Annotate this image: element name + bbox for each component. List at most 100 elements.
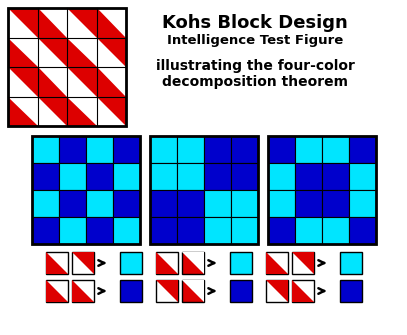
- Polygon shape: [59, 217, 85, 244]
- Polygon shape: [8, 8, 37, 38]
- Polygon shape: [8, 67, 37, 96]
- Polygon shape: [31, 217, 59, 244]
- Polygon shape: [46, 280, 68, 302]
- Polygon shape: [230, 217, 258, 244]
- Polygon shape: [177, 217, 204, 244]
- Polygon shape: [204, 163, 230, 190]
- Polygon shape: [291, 280, 313, 302]
- Polygon shape: [149, 163, 177, 190]
- Polygon shape: [96, 38, 126, 67]
- Polygon shape: [149, 217, 177, 244]
- Polygon shape: [322, 190, 348, 217]
- Polygon shape: [8, 67, 37, 96]
- Polygon shape: [46, 252, 68, 274]
- Polygon shape: [67, 8, 96, 38]
- Polygon shape: [112, 190, 140, 217]
- Polygon shape: [295, 163, 322, 190]
- Polygon shape: [37, 96, 67, 126]
- Polygon shape: [322, 136, 348, 163]
- Polygon shape: [322, 163, 348, 190]
- Polygon shape: [8, 38, 37, 67]
- Polygon shape: [8, 96, 37, 126]
- Polygon shape: [348, 136, 376, 163]
- Polygon shape: [182, 252, 204, 274]
- Polygon shape: [96, 8, 126, 38]
- Polygon shape: [96, 38, 126, 67]
- Polygon shape: [112, 136, 140, 163]
- Polygon shape: [59, 163, 85, 190]
- Polygon shape: [96, 67, 126, 96]
- Polygon shape: [204, 217, 230, 244]
- Polygon shape: [37, 96, 67, 126]
- Polygon shape: [96, 96, 126, 126]
- Polygon shape: [112, 163, 140, 190]
- Polygon shape: [31, 190, 59, 217]
- Polygon shape: [72, 280, 94, 302]
- Text: Kohs Block Design: Kohs Block Design: [162, 14, 348, 32]
- Polygon shape: [8, 38, 37, 67]
- Polygon shape: [177, 136, 204, 163]
- Polygon shape: [37, 8, 67, 38]
- Polygon shape: [85, 217, 112, 244]
- Polygon shape: [37, 38, 67, 67]
- Polygon shape: [96, 67, 126, 96]
- Text: decomposition theorem: decomposition theorem: [162, 75, 348, 89]
- Polygon shape: [155, 252, 177, 274]
- Polygon shape: [267, 136, 295, 163]
- Polygon shape: [322, 217, 348, 244]
- Polygon shape: [8, 8, 37, 38]
- Text: Intelligence Test Figure: Intelligence Test Figure: [167, 34, 343, 47]
- Polygon shape: [72, 252, 94, 274]
- Polygon shape: [72, 252, 94, 274]
- Polygon shape: [177, 163, 204, 190]
- Polygon shape: [348, 163, 376, 190]
- Polygon shape: [204, 136, 230, 163]
- Polygon shape: [67, 67, 96, 96]
- Polygon shape: [339, 280, 361, 302]
- Polygon shape: [112, 217, 140, 244]
- Polygon shape: [182, 280, 204, 302]
- Polygon shape: [291, 252, 313, 274]
- Polygon shape: [96, 8, 126, 38]
- Polygon shape: [339, 252, 361, 274]
- Polygon shape: [67, 8, 96, 38]
- Polygon shape: [295, 217, 322, 244]
- Polygon shape: [348, 217, 376, 244]
- Polygon shape: [149, 136, 177, 163]
- Polygon shape: [67, 96, 96, 126]
- Polygon shape: [31, 136, 59, 163]
- Polygon shape: [230, 136, 258, 163]
- Polygon shape: [265, 252, 287, 274]
- Polygon shape: [67, 38, 96, 67]
- Polygon shape: [37, 67, 67, 96]
- Polygon shape: [230, 190, 258, 217]
- Polygon shape: [177, 190, 204, 217]
- Polygon shape: [155, 252, 177, 274]
- Polygon shape: [265, 280, 287, 302]
- Polygon shape: [31, 163, 59, 190]
- Polygon shape: [155, 280, 177, 302]
- Polygon shape: [149, 190, 177, 217]
- Polygon shape: [120, 252, 142, 274]
- Polygon shape: [265, 280, 287, 302]
- Polygon shape: [96, 96, 126, 126]
- Polygon shape: [204, 190, 230, 217]
- Polygon shape: [37, 38, 67, 67]
- Polygon shape: [67, 96, 96, 126]
- Polygon shape: [155, 280, 177, 302]
- Polygon shape: [120, 280, 142, 302]
- Polygon shape: [59, 190, 85, 217]
- Polygon shape: [8, 96, 37, 126]
- Polygon shape: [182, 280, 204, 302]
- Polygon shape: [46, 280, 68, 302]
- Polygon shape: [267, 217, 295, 244]
- Polygon shape: [46, 252, 68, 274]
- Polygon shape: [85, 163, 112, 190]
- Polygon shape: [267, 190, 295, 217]
- Polygon shape: [295, 136, 322, 163]
- Polygon shape: [72, 280, 94, 302]
- Polygon shape: [265, 252, 287, 274]
- Polygon shape: [59, 136, 85, 163]
- Polygon shape: [85, 190, 112, 217]
- Polygon shape: [291, 252, 313, 274]
